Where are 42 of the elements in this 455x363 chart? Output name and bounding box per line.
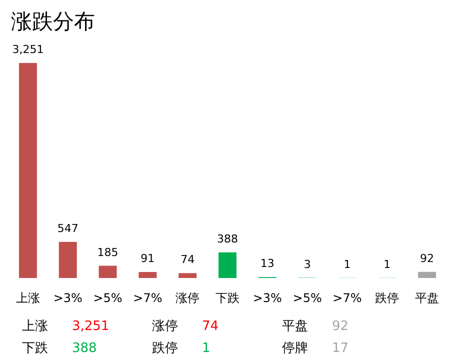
- data-label: 388: [217, 232, 238, 246]
- x-tick-label: >5%: [93, 291, 122, 305]
- bar: [178, 273, 197, 278]
- data-label: 1: [344, 258, 351, 271]
- data-label: 1: [384, 258, 391, 271]
- data-label: 3: [304, 258, 311, 271]
- x-tick-label: >7%: [133, 291, 162, 305]
- x-tick-label: 平盘: [415, 291, 440, 305]
- data-label: 92: [420, 252, 434, 265]
- text: 74: [202, 319, 219, 334]
- x-tick-label: 下跌: [216, 291, 240, 305]
- x-tick-label: >7%: [332, 291, 362, 305]
- data-label: 74: [180, 253, 195, 266]
- text: 92: [332, 319, 349, 334]
- text: 上涨: [22, 319, 48, 334]
- text: 下跌: [22, 341, 48, 356]
- bar: [418, 272, 436, 278]
- bar: [98, 266, 117, 278]
- x-tick-label: >3%: [53, 291, 82, 305]
- x-tick-label: >3%: [252, 291, 282, 305]
- bar: [18, 63, 37, 278]
- bar: [218, 252, 236, 278]
- text: 3,251: [72, 319, 110, 334]
- data-label: 13: [260, 257, 274, 270]
- x-tick-label: >5%: [292, 291, 322, 305]
- bar: [138, 272, 157, 278]
- data-label: 3,251: [12, 43, 44, 56]
- data-label: 547: [57, 222, 78, 235]
- text: 停牌: [282, 341, 308, 356]
- text: 平盘: [282, 319, 308, 334]
- text: 17: [332, 341, 349, 356]
- bar: [58, 242, 77, 278]
- chart-title: 涨跌分布: [11, 10, 95, 34]
- x-tick-label: 上涨: [16, 291, 40, 305]
- data-label: 91: [140, 252, 155, 265]
- text: 1: [202, 341, 210, 356]
- text: 388: [72, 341, 97, 356]
- text: 跌停: [152, 341, 178, 356]
- x-tick-label: 跌停: [375, 291, 400, 305]
- data-label: 185: [97, 246, 118, 259]
- text: 涨停: [152, 319, 178, 334]
- x-tick-label: 涨停: [176, 291, 200, 305]
